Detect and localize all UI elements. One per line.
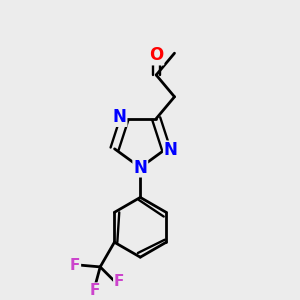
Text: F: F xyxy=(89,283,100,298)
Text: F: F xyxy=(114,274,124,290)
Text: N: N xyxy=(134,158,147,176)
Text: F: F xyxy=(70,257,80,272)
Text: N: N xyxy=(112,108,127,126)
Text: O: O xyxy=(149,46,163,64)
Text: N: N xyxy=(164,142,178,160)
